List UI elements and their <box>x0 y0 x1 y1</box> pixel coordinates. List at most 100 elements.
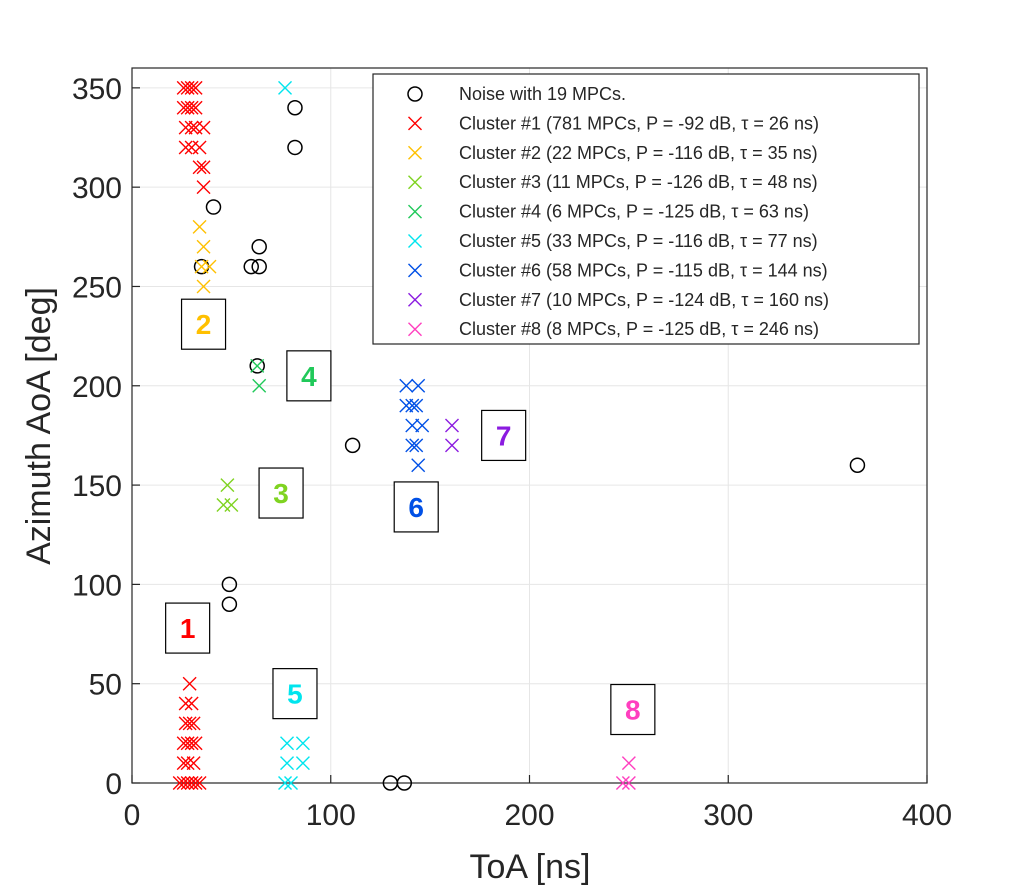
cluster-label-box <box>258 467 304 519</box>
axis-ticks: 0 100 200 300 400 0 50 100 150 200 250 300 350 <box>72 73 952 832</box>
marker-stroke <box>615 776 630 790</box>
x-tick-label: 200 <box>504 799 554 832</box>
legend-item: Cluster #1 (781 MPCs, P = -92 dB, τ = 26… <box>408 113 819 133</box>
cluster-point <box>184 140 199 155</box>
cluster-point <box>196 239 211 254</box>
cluster-point <box>399 398 414 413</box>
cluster-point <box>196 160 211 175</box>
noise-point <box>205 199 222 215</box>
cluster-label-3: 3 <box>258 467 304 519</box>
cluster-label-text: 3 <box>273 478 289 509</box>
x-axis-title: ToA [ns] <box>470 848 591 886</box>
legend-label: Cluster #5 (33 MPCs, P = -116 dB, τ = 77… <box>459 231 818 251</box>
cluster-point <box>178 140 193 155</box>
cluster-point <box>250 358 265 373</box>
cluster-point <box>182 676 197 691</box>
cluster-point <box>184 696 199 711</box>
legend-label: Cluster #4 (6 MPCs, P = -125 dB, τ = 63 … <box>459 202 809 222</box>
y-axis-title: Azimuth AoA [deg] <box>20 287 58 565</box>
marker-stroke <box>178 140 193 155</box>
y-tick-label: 350 <box>72 73 122 106</box>
cluster-point <box>178 696 193 711</box>
marker-stroke <box>192 140 207 155</box>
cluster-point <box>408 204 422 219</box>
cluster-label-box <box>165 602 211 654</box>
cluster-point <box>224 497 239 512</box>
cluster-point <box>408 322 422 337</box>
marker-stroke <box>182 676 197 691</box>
marker-stroke <box>284 776 298 790</box>
cluster-point <box>202 259 217 274</box>
cluster-label-box <box>272 668 318 720</box>
cluster-point <box>409 398 424 413</box>
cluster-point <box>295 756 310 771</box>
marker-stroke <box>278 80 293 95</box>
noise-point <box>221 576 238 593</box>
cluster-label-8: 8 <box>610 683 656 736</box>
legend-item: Cluster #7 (10 MPCs, P = -124 dB, τ = 16… <box>408 290 829 310</box>
legend-label: Cluster #6 (58 MPCs, P = -115 dB, τ = 14… <box>459 260 828 280</box>
cluster-label-6: 6 <box>393 481 439 533</box>
cluster-point <box>621 756 636 771</box>
marker-stroke <box>250 358 265 373</box>
y-tick-label: 250 <box>72 271 122 304</box>
cluster-point <box>405 418 420 433</box>
cluster-label-1: 1 <box>165 602 211 654</box>
marker-stroke <box>405 398 420 413</box>
cluster-point <box>278 776 293 790</box>
marker-stroke <box>186 716 201 731</box>
legend-label: Cluster #1 (781 MPCs, P = -92 dB, τ = 26… <box>459 113 819 133</box>
noise-point <box>407 86 423 102</box>
legend-box <box>372 73 920 345</box>
cluster-point <box>408 292 422 307</box>
y-tick-label: 300 <box>72 172 122 205</box>
y-tick-label: 100 <box>72 569 122 602</box>
cluster-label-2: 2 <box>180 298 227 350</box>
marker-stroke <box>182 716 197 731</box>
noise-point <box>221 596 238 612</box>
marker-stroke <box>184 100 199 115</box>
marker-stroke <box>220 478 235 493</box>
marker-stroke <box>196 120 211 135</box>
noise-point <box>287 139 303 156</box>
marker-stroke <box>180 756 195 771</box>
marker-stroke <box>186 756 201 771</box>
cluster-label-4: 4 <box>286 350 332 402</box>
marker-stroke <box>411 378 426 393</box>
marker-stroke <box>408 204 422 219</box>
marker-stroke <box>408 145 422 160</box>
cluster-point <box>196 180 211 195</box>
cluster-label-5: 5 <box>272 668 318 720</box>
noise-point <box>287 99 303 116</box>
noise-point <box>251 239 267 255</box>
marker-stroke <box>405 418 420 433</box>
cluster-point <box>399 378 414 393</box>
cluster-point <box>184 120 199 135</box>
cluster-label-text: 7 <box>496 420 512 451</box>
noise-point <box>251 258 267 275</box>
marker-stroke <box>409 438 424 453</box>
cluster-label-text: 1 <box>180 613 196 644</box>
legend-item: Noise with 19 MPCs. <box>407 84 626 104</box>
legend: Noise with 19 MPCs. Cluster #1 (781 MPCs,… <box>372 73 920 345</box>
noise-point <box>243 258 259 275</box>
marker-stroke <box>184 80 199 95</box>
legend-item: Cluster #6 (58 MPCs, P = -115 dB, τ = 14… <box>408 260 828 280</box>
cluster-point <box>188 80 203 95</box>
cluster-point <box>408 263 422 278</box>
legend-label: Noise with 19 MPCs. <box>459 84 626 104</box>
y-tick-label: 200 <box>72 371 122 404</box>
marker-stroke <box>196 279 211 294</box>
y-tick-label: 50 <box>89 669 122 702</box>
marker-stroke <box>192 219 207 234</box>
marker-stroke <box>415 418 430 433</box>
cluster-point <box>196 279 211 294</box>
marker-stroke <box>178 120 193 135</box>
cluster-point <box>615 776 630 790</box>
cluster-point <box>188 736 203 751</box>
cluster-point <box>216 497 231 512</box>
marker-stroke <box>278 776 293 790</box>
cluster-point <box>192 160 207 175</box>
cluster-point <box>280 736 295 751</box>
cluster-point <box>408 175 422 190</box>
